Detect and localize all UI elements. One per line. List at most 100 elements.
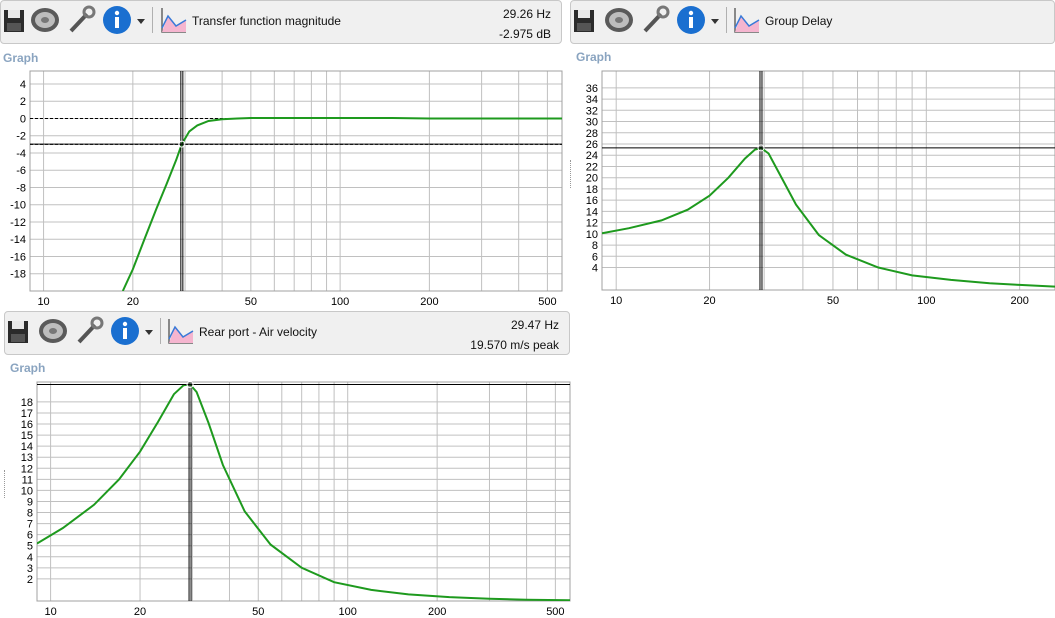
wrench-icon[interactable] xyxy=(639,4,671,36)
y-tick-label: 4 xyxy=(20,79,26,91)
y-tick-label: 24 xyxy=(586,150,598,162)
x-tick-label: 50 xyxy=(252,606,264,618)
wrench-icon[interactable] xyxy=(73,315,105,347)
y-tick-label: 12 xyxy=(586,218,598,230)
cursor-value-readout: -2.975 dB xyxy=(498,27,551,41)
dropdown-arrow-icon[interactable] xyxy=(143,315,155,347)
panel-title: Transfer function magnitude xyxy=(192,14,341,28)
y-tick-label: -10 xyxy=(10,200,26,212)
y-tick-label: 26 xyxy=(586,139,598,151)
x-tick-label: 100 xyxy=(331,296,349,308)
y-tick-label: -2 xyxy=(16,131,26,143)
y-tick-label: -12 xyxy=(10,217,26,229)
y-tick-label: 17 xyxy=(21,408,33,420)
x-tick-label: 200 xyxy=(1010,295,1028,307)
dropdown-arrow-icon[interactable] xyxy=(135,4,147,36)
save-icon[interactable] xyxy=(5,315,37,347)
graph-icon xyxy=(161,8,187,33)
y-tick-label: 4 xyxy=(27,552,33,564)
x-tick-label: 20 xyxy=(703,295,715,307)
y-tick-label: 15 xyxy=(21,430,33,442)
y-tick-label: 28 xyxy=(586,128,598,140)
y-tick-label: 10 xyxy=(21,485,33,497)
y-tick-label: 6 xyxy=(592,251,598,263)
cursor-marker xyxy=(178,140,186,148)
y-tick-label: 30 xyxy=(586,117,598,129)
x-tick-label: 200 xyxy=(420,296,438,308)
graph-tab-label[interactable]: Graph xyxy=(3,51,39,65)
info-icon[interactable] xyxy=(101,4,133,36)
x-tick-label: 20 xyxy=(127,296,139,308)
toolbar-group-delay: Group Delay xyxy=(570,0,1055,44)
graph-icon xyxy=(168,319,194,344)
info-icon[interactable] xyxy=(109,315,141,347)
x-tick-label: 200 xyxy=(428,606,446,618)
y-tick-label: -18 xyxy=(10,269,26,281)
y-tick-label: 7 xyxy=(27,519,33,531)
graph-icon xyxy=(734,8,760,33)
y-tick-label: 4 xyxy=(592,263,598,275)
y-tick-label: 34 xyxy=(586,94,598,106)
y-tick-label: -16 xyxy=(10,251,26,263)
y-tick-label: 0 xyxy=(20,113,26,125)
data-series-line xyxy=(602,146,1055,288)
driver-icon[interactable] xyxy=(29,4,61,36)
y-tick-label: 2 xyxy=(20,96,26,108)
y-tick-label: 9 xyxy=(27,496,33,508)
save-icon[interactable] xyxy=(571,4,603,36)
cursor-marker xyxy=(757,144,765,152)
cursor-value-readout: 19.570 m/s peak xyxy=(470,338,559,352)
plot-area-border xyxy=(601,70,1055,291)
x-tick-label: 10 xyxy=(44,606,56,618)
plot-area-border xyxy=(36,381,571,602)
y-tick-label: 8 xyxy=(27,508,33,520)
wrench-icon[interactable] xyxy=(65,4,97,36)
panel-resize-grip[interactable] xyxy=(570,160,573,188)
cursor-frequency-readout: 29.47 Hz xyxy=(510,318,559,332)
save-icon[interactable] xyxy=(1,4,33,36)
x-tick-label: 50 xyxy=(245,296,257,308)
y-tick-label: 20 xyxy=(586,173,598,185)
toolbar-air-velocity: Rear port - Air velocity 29.47 Hz 19.570… xyxy=(4,311,570,355)
y-tick-label: 18 xyxy=(586,184,598,196)
x-tick-label: 100 xyxy=(917,295,935,307)
driver-icon[interactable] xyxy=(603,4,635,36)
plot-area-border xyxy=(29,70,563,292)
y-tick-label: 6 xyxy=(27,530,33,542)
dropdown-arrow-icon[interactable] xyxy=(709,4,721,36)
x-tick-label: 50 xyxy=(827,295,839,307)
panel-resize-grip[interactable] xyxy=(4,470,7,498)
graph-tab-label[interactable]: Graph xyxy=(10,361,46,375)
y-tick-label: 2 xyxy=(27,574,33,586)
x-tick-label: 10 xyxy=(610,295,622,307)
data-series-line xyxy=(121,117,562,291)
y-tick-label: 13 xyxy=(21,452,33,464)
panel-title: Group Delay xyxy=(765,14,833,28)
x-tick-label: 500 xyxy=(546,606,564,618)
cursor-frequency-readout: 29.26 Hz xyxy=(502,7,551,21)
graph-tab-label[interactable]: Graph xyxy=(576,50,612,64)
y-tick-label: 11 xyxy=(22,474,33,486)
y-tick-label: 32 xyxy=(586,105,598,117)
x-tick-label: 100 xyxy=(339,606,357,618)
y-tick-label: 8 xyxy=(592,240,598,252)
y-tick-label: 16 xyxy=(21,419,33,431)
info-icon[interactable] xyxy=(675,4,707,36)
toolbar-separator xyxy=(160,318,161,344)
toolbar-transfer-function: Transfer function magnitude 29.26 Hz -2.… xyxy=(0,0,562,44)
x-tick-label: 20 xyxy=(134,606,146,618)
y-tick-label: -8 xyxy=(16,182,26,194)
y-tick-label: 16 xyxy=(586,195,598,207)
y-tick-label: 12 xyxy=(21,463,33,475)
y-tick-label: 10 xyxy=(586,229,598,241)
y-tick-label: -6 xyxy=(16,165,26,177)
panel-title: Rear port - Air velocity xyxy=(199,325,318,339)
cursor-marker xyxy=(186,381,194,389)
y-tick-label: 18 xyxy=(21,397,33,409)
driver-icon[interactable] xyxy=(37,315,69,347)
y-tick-label: 22 xyxy=(586,161,598,173)
x-tick-label: 500 xyxy=(538,296,556,308)
